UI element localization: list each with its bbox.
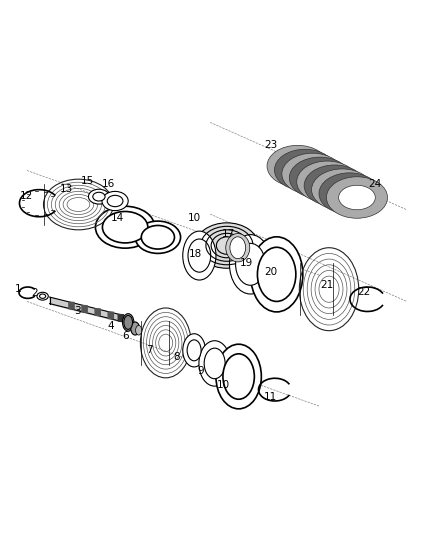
Ellipse shape bbox=[183, 231, 216, 280]
Ellipse shape bbox=[267, 146, 328, 187]
Ellipse shape bbox=[124, 316, 133, 329]
Ellipse shape bbox=[39, 294, 46, 298]
Ellipse shape bbox=[183, 334, 205, 367]
Ellipse shape bbox=[258, 247, 296, 302]
Ellipse shape bbox=[88, 189, 110, 204]
Text: 21: 21 bbox=[321, 280, 334, 290]
Text: 16: 16 bbox=[102, 180, 115, 189]
Text: 4: 4 bbox=[107, 321, 114, 332]
Ellipse shape bbox=[187, 340, 201, 361]
Text: 24: 24 bbox=[369, 180, 382, 189]
Text: 2: 2 bbox=[32, 288, 38, 298]
Ellipse shape bbox=[324, 177, 360, 202]
Ellipse shape bbox=[204, 348, 225, 379]
Ellipse shape bbox=[236, 244, 265, 285]
Text: 10: 10 bbox=[187, 214, 201, 223]
Ellipse shape bbox=[282, 153, 343, 195]
Ellipse shape bbox=[95, 206, 155, 248]
Text: 22: 22 bbox=[357, 287, 371, 297]
Text: 8: 8 bbox=[173, 352, 180, 362]
Text: 20: 20 bbox=[264, 266, 277, 277]
Ellipse shape bbox=[223, 354, 254, 399]
Ellipse shape bbox=[136, 326, 142, 335]
Text: 18: 18 bbox=[189, 249, 202, 259]
Ellipse shape bbox=[102, 212, 148, 243]
Ellipse shape bbox=[311, 169, 373, 211]
Ellipse shape bbox=[37, 292, 48, 300]
Ellipse shape bbox=[141, 225, 174, 249]
Ellipse shape bbox=[216, 344, 261, 409]
Ellipse shape bbox=[195, 223, 258, 268]
Text: 11: 11 bbox=[264, 392, 277, 402]
Ellipse shape bbox=[275, 149, 336, 191]
Ellipse shape bbox=[226, 233, 250, 262]
Ellipse shape bbox=[331, 181, 368, 206]
Ellipse shape bbox=[339, 185, 375, 210]
Text: 7: 7 bbox=[146, 345, 152, 356]
Ellipse shape bbox=[279, 154, 316, 179]
Ellipse shape bbox=[309, 169, 346, 194]
Ellipse shape bbox=[230, 237, 246, 259]
Text: 14: 14 bbox=[111, 213, 124, 223]
Ellipse shape bbox=[230, 235, 272, 294]
Ellipse shape bbox=[123, 313, 134, 331]
Ellipse shape bbox=[316, 174, 353, 198]
Text: 15: 15 bbox=[81, 176, 94, 187]
Ellipse shape bbox=[289, 157, 350, 199]
Ellipse shape bbox=[188, 239, 211, 272]
Ellipse shape bbox=[294, 161, 331, 186]
Ellipse shape bbox=[107, 195, 123, 207]
Text: 6: 6 bbox=[122, 332, 129, 341]
Text: 1: 1 bbox=[15, 284, 21, 294]
Ellipse shape bbox=[297, 161, 358, 203]
Ellipse shape bbox=[319, 173, 380, 214]
Text: 9: 9 bbox=[197, 366, 204, 376]
Ellipse shape bbox=[102, 191, 128, 211]
Text: 19: 19 bbox=[240, 258, 253, 268]
Ellipse shape bbox=[304, 165, 365, 206]
Ellipse shape bbox=[251, 237, 303, 312]
Ellipse shape bbox=[135, 221, 180, 253]
Text: 13: 13 bbox=[60, 184, 73, 194]
Ellipse shape bbox=[131, 322, 140, 335]
Text: 3: 3 bbox=[74, 306, 81, 317]
Ellipse shape bbox=[287, 158, 323, 182]
Ellipse shape bbox=[199, 341, 230, 386]
Ellipse shape bbox=[301, 166, 338, 190]
Text: 12: 12 bbox=[20, 191, 34, 201]
Text: 17: 17 bbox=[222, 229, 235, 239]
Text: 10: 10 bbox=[217, 380, 230, 390]
Ellipse shape bbox=[93, 192, 105, 201]
Ellipse shape bbox=[326, 177, 388, 218]
Text: 23: 23 bbox=[264, 140, 277, 150]
